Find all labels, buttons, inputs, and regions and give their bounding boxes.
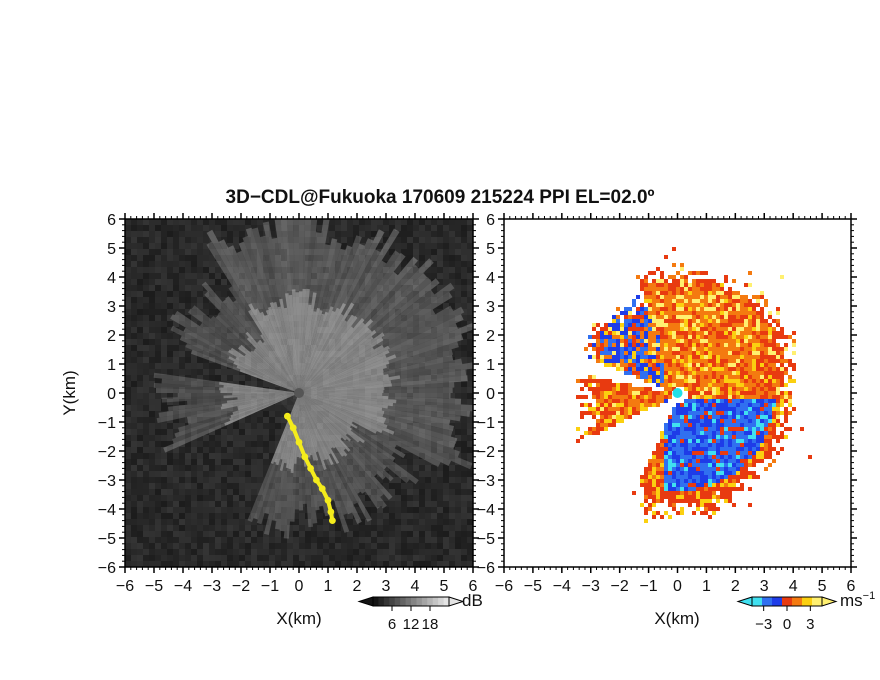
y-tick-label: −4 bbox=[98, 502, 116, 519]
y-tick-label: 5 bbox=[107, 241, 116, 258]
y-tick-label: −6 bbox=[477, 560, 495, 577]
colorbar-segment bbox=[762, 597, 773, 606]
y-tick-label: −2 bbox=[477, 444, 495, 461]
velocity-axes: −6 −5 −4 −3 −2 −1 0 1 2 3 4 5 6 −6 −5 −4 −3 −2 −1 0 1 2 3 4 5 6 bbox=[477, 212, 857, 595]
colorbar-segment bbox=[378, 597, 385, 606]
x-tick-label: −4 bbox=[174, 578, 192, 595]
y-tick-label: −3 bbox=[477, 473, 495, 490]
velocity-colorbar-unit: ms−1 bbox=[840, 590, 875, 610]
y-tick-label: −2 bbox=[98, 444, 116, 461]
intensity-colorbar: 6 12 18 bbox=[357, 596, 465, 633]
radar-center-marker bbox=[294, 388, 304, 398]
intensity-colorbar-unit: dB bbox=[462, 591, 483, 610]
x-tick-label: 2 bbox=[731, 578, 740, 595]
colorbar-tick-label: 6 bbox=[388, 616, 396, 633]
y-tick-label: −6 bbox=[98, 560, 116, 577]
colorbar-segment bbox=[752, 597, 763, 606]
y-tick-label: 6 bbox=[486, 212, 495, 229]
velocity-colorbar: −3 0 3 bbox=[736, 596, 838, 633]
x-tick-label: 1 bbox=[324, 578, 333, 595]
velocity-xlabel: X(km) bbox=[654, 609, 699, 628]
x-tick-label: 6 bbox=[469, 578, 478, 595]
x-tick-label: 5 bbox=[440, 578, 449, 595]
y-tick-label: 5 bbox=[486, 241, 495, 258]
y-tick-label: 6 bbox=[107, 212, 116, 229]
x-tick-label: −6 bbox=[495, 578, 513, 595]
x-tick-label: 5 bbox=[818, 578, 827, 595]
velocity-field bbox=[504, 219, 851, 567]
x-tick-label: −1 bbox=[261, 578, 279, 595]
x-tick-label: 0 bbox=[673, 578, 682, 595]
x-tick-label: −2 bbox=[232, 578, 250, 595]
colorbar-segment bbox=[782, 597, 793, 606]
x-tick-label: 3 bbox=[760, 578, 769, 595]
intensity-axes: −6 −5 −4 −3 −2 −1 0 1 2 3 4 5 6 −6 −5 −4 −3 −2 −1 0 1 2 3 4 5 6 bbox=[98, 212, 479, 595]
highlight-trace bbox=[285, 415, 335, 521]
x-tick-label: 0 bbox=[295, 578, 304, 595]
y-tick-label: 3 bbox=[486, 299, 495, 316]
x-tick-label: 1 bbox=[702, 578, 711, 595]
x-tick-label: −5 bbox=[145, 578, 163, 595]
colorbar-segment bbox=[373, 597, 379, 606]
x-tick-label: −5 bbox=[524, 578, 542, 595]
x-tick-label: −4 bbox=[553, 578, 571, 595]
y-tick-label: 4 bbox=[486, 270, 495, 287]
y-tick-label: 1 bbox=[107, 357, 116, 374]
y-tick-label: 1 bbox=[486, 357, 495, 374]
colorbar-segment bbox=[443, 597, 450, 606]
intensity-ylabel: Y(km) bbox=[60, 370, 79, 415]
intensity-panel bbox=[125, 219, 473, 567]
colorbar-segment bbox=[438, 597, 445, 606]
colorbar-segment bbox=[411, 597, 417, 606]
y-tick-label: 2 bbox=[486, 328, 495, 345]
intensity-xlabel: X(km) bbox=[276, 609, 321, 628]
y-tick-label: 0 bbox=[107, 386, 116, 403]
x-tick-label: 3 bbox=[382, 578, 391, 595]
colorbar-segment bbox=[400, 597, 407, 606]
y-tick-label: 4 bbox=[107, 270, 116, 287]
velocity-unit-exponent: −1 bbox=[863, 590, 876, 602]
colorbar-segment bbox=[792, 597, 803, 606]
x-tick-label: −1 bbox=[639, 578, 657, 595]
colorbar-segment bbox=[383, 597, 390, 606]
colorbar-segment bbox=[394, 597, 401, 606]
x-tick-label: −3 bbox=[203, 578, 221, 595]
colorbar-segment bbox=[405, 597, 412, 606]
velocity-panel bbox=[504, 219, 851, 567]
x-tick-label: 4 bbox=[411, 578, 420, 595]
colorbar-segment bbox=[389, 597, 396, 606]
colorbar-tick-label: 12 bbox=[403, 616, 420, 633]
x-tick-label: 2 bbox=[353, 578, 362, 595]
y-tick-label: 0 bbox=[486, 386, 495, 403]
chart-title: 3D−CDL@Fukuoka 170609 215224 PPI EL=02.0… bbox=[225, 187, 655, 208]
y-tick-label: −3 bbox=[98, 473, 116, 490]
x-tick-label: −3 bbox=[582, 578, 600, 595]
x-tick-label: −6 bbox=[116, 578, 134, 595]
y-tick-label: −1 bbox=[477, 415, 495, 432]
x-tick-label: 4 bbox=[789, 578, 798, 595]
x-tick-label: −2 bbox=[611, 578, 629, 595]
colorbar-segment bbox=[802, 597, 813, 606]
x-tick-label: 6 bbox=[847, 578, 856, 595]
colorbar-segment bbox=[432, 597, 439, 606]
y-tick-label: −5 bbox=[98, 531, 116, 548]
colorbar-segment bbox=[812, 597, 823, 606]
y-tick-label: −5 bbox=[477, 531, 495, 548]
colorbar-tick-label: 18 bbox=[422, 616, 439, 633]
colorbar-tick-label: 0 bbox=[783, 616, 791, 633]
colorbar-tick-label: −3 bbox=[755, 616, 772, 633]
colorbar-segment bbox=[416, 597, 423, 606]
velocity-unit-base: ms bbox=[840, 591, 863, 610]
colorbar-tick-label: 3 bbox=[806, 616, 814, 633]
y-tick-label: −1 bbox=[98, 415, 116, 432]
y-tick-label: 3 bbox=[107, 299, 116, 316]
y-tick-label: 2 bbox=[107, 328, 116, 345]
colorbar-segment bbox=[427, 597, 434, 606]
y-tick-label: −4 bbox=[477, 502, 495, 519]
radar-center-marker bbox=[672, 388, 683, 398]
intensity-field bbox=[125, 219, 473, 567]
colorbar-segment bbox=[421, 597, 428, 606]
colorbar-segment bbox=[772, 597, 783, 606]
